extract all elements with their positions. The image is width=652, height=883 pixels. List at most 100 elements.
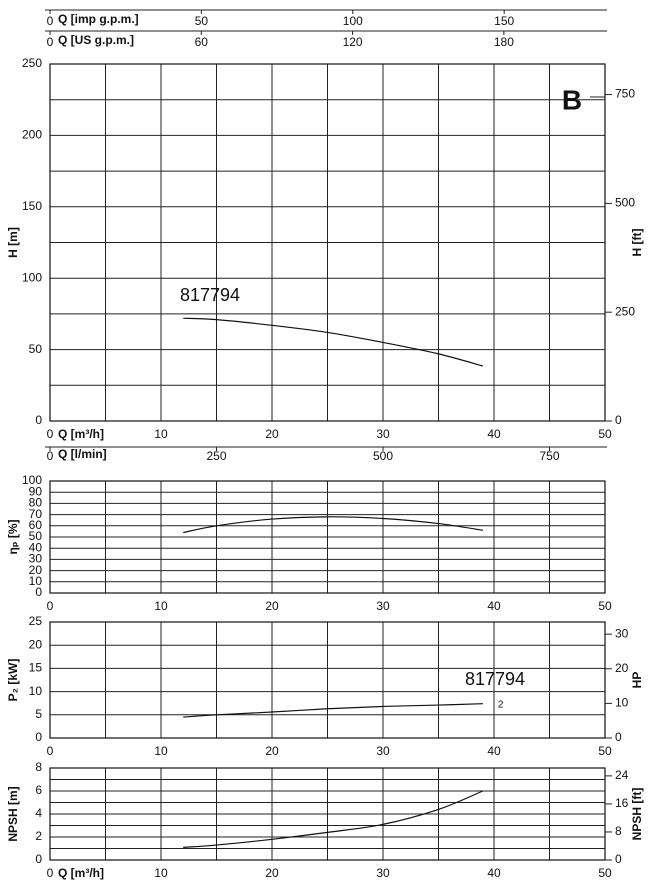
y2-tick-label: 20 [615, 661, 629, 675]
y2-tick-label: 500 [615, 196, 635, 210]
curve [183, 516, 483, 534]
y-tick-label: 100 [22, 270, 42, 284]
y-tick-label: 40 [29, 540, 43, 554]
aux-tick-label: 150 [494, 14, 514, 28]
x-tick-label: 20 [265, 744, 279, 758]
plot-frame [49, 621, 606, 739]
x-tick-label: 30 [376, 866, 390, 880]
aux-tick-label: 0 [47, 14, 54, 28]
x-tick-label: 30 [376, 599, 390, 613]
y-tick-label: 2 [35, 829, 42, 843]
y-tick-label: 100 [22, 473, 42, 487]
y-axis-label: NPSH [m] [6, 786, 20, 841]
x-tick-label: 20 [265, 427, 279, 441]
aux-tick-label: 0 [47, 449, 54, 463]
y2-axis-label: H [ft] [630, 229, 644, 257]
y-tick-label: 6 [35, 783, 42, 797]
aux-tick-label: 0 [47, 35, 54, 49]
aux-tick-label: 50 [195, 14, 209, 28]
y-tick-label: 30 [29, 552, 43, 566]
x-tick-label: 0 [47, 427, 54, 441]
x-tick-label: 20 [265, 866, 279, 880]
x-tick-label: 0 [47, 866, 54, 880]
plot-frame [49, 63, 606, 422]
y-tick-label: 0 [35, 852, 42, 866]
aux-tick-label: 750 [540, 449, 560, 463]
curve [183, 703, 483, 718]
y2-tick-label: 0 [615, 413, 622, 427]
y2-tick-label: 0 [615, 852, 622, 866]
y-tick-label: 70 [29, 507, 43, 521]
y-tick-label: 0 [35, 413, 42, 427]
y-tick-label: 0 [35, 730, 42, 744]
x-tick-label: 10 [154, 866, 168, 880]
curve [183, 317, 484, 367]
y-tick-label: 50 [29, 529, 43, 543]
y2-axis-label: HP [630, 672, 644, 689]
y-axis-label: H [m] [6, 227, 20, 258]
y-tick-label: 10 [29, 684, 43, 698]
y-tick-label: 20 [29, 637, 43, 651]
x-tick-label: 10 [154, 744, 168, 758]
x-tick-label: 0 [47, 599, 54, 613]
x-tick-label: 40 [487, 866, 501, 880]
y2-tick-label: 10 [615, 696, 629, 710]
y-tick-label: 250 [22, 56, 42, 70]
x-tick-label: 0 [47, 744, 54, 758]
x-tick-label: 20 [265, 599, 279, 613]
x-tick-label: 50 [598, 427, 612, 441]
aux-tick-label: 60 [195, 35, 209, 49]
x-tick-label: 30 [376, 744, 390, 758]
aux-axis-label: Q [imp g.p.m.] [58, 12, 139, 26]
y2-tick-label: 750 [615, 87, 635, 101]
y2-axis-label: NPSH [ft] [630, 788, 644, 841]
x-tick-label: 10 [154, 427, 168, 441]
y-tick-label: 90 [29, 484, 43, 498]
y2-tick-label: 250 [615, 304, 635, 318]
x-axis-label: Q [m³/h] [58, 427, 104, 441]
aux-axis-label: Q [US g.p.m.] [58, 33, 134, 47]
curve-end-label: 2 [498, 699, 504, 710]
curve [183, 790, 484, 848]
y-tick-label: 15 [29, 661, 43, 675]
y-tick-label: 0 [35, 585, 42, 599]
y-tick-label: 60 [29, 518, 43, 532]
x-tick-label: 50 [598, 866, 612, 880]
aux-tick-label: 120 [343, 35, 363, 49]
x-axis-label: Q [m³/h] [58, 866, 104, 880]
plot-frame [49, 767, 606, 861]
y-tick-label: 8 [35, 760, 42, 774]
y-tick-label: 20 [29, 563, 43, 577]
aux-tick-label: 180 [494, 35, 514, 49]
x-tick-label: 40 [487, 427, 501, 441]
x-tick-label: 10 [154, 599, 168, 613]
y-tick-label: 25 [29, 614, 43, 628]
plot-frame [49, 480, 606, 594]
y2-tick-label: 24 [615, 768, 629, 782]
curve-set-label: B [562, 84, 582, 115]
y-axis-label: P₂ [kW] [6, 659, 20, 702]
x-tick-label: 40 [487, 599, 501, 613]
aux-tick-label: 100 [343, 14, 363, 28]
y-axis-label: ηₚ [%] [6, 519, 20, 554]
y-tick-label: 80 [29, 496, 43, 510]
aux-axis-label: Q [l/min] [58, 447, 107, 461]
curve-label: 817794 [465, 669, 525, 689]
y-tick-label: 4 [35, 806, 42, 820]
y2-tick-label: 16 [615, 796, 629, 810]
aux-tick-label: 500 [373, 449, 393, 463]
y-tick-label: 5 [35, 707, 42, 721]
y-tick-label: 150 [22, 199, 42, 213]
y-tick-label: 50 [29, 342, 43, 356]
y2-tick-label: 8 [615, 824, 622, 838]
y-tick-label: 200 [22, 128, 42, 142]
curve-label: 817794 [180, 285, 240, 305]
y-tick-label: 10 [29, 574, 43, 588]
x-tick-label: 30 [376, 427, 390, 441]
aux-tick-label: 250 [206, 449, 226, 463]
x-tick-label: 50 [598, 744, 612, 758]
y2-tick-label: 30 [615, 626, 629, 640]
x-tick-label: 50 [598, 599, 612, 613]
y2-tick-label: 0 [615, 730, 622, 744]
